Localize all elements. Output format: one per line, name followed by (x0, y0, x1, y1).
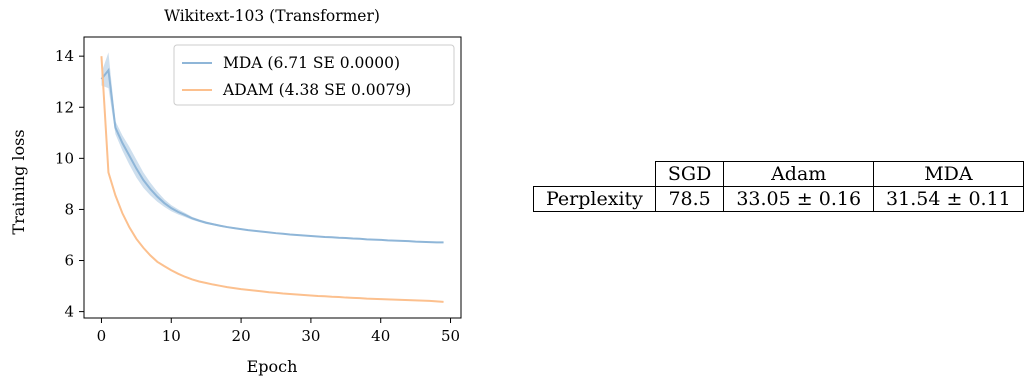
plot-frame (83, 36, 462, 319)
x-tick-label: 50 (441, 327, 460, 345)
training-loss-chart: Wikitext-103 (Transformer) Epoch Trainin… (9, 7, 462, 376)
x-tick-label: 30 (301, 327, 320, 345)
table-row-label: Perplexity (533, 186, 656, 212)
y-tick-label: 8 (64, 200, 74, 218)
x-tick-label: 20 (232, 327, 251, 345)
series-0-line (100, 67, 444, 244)
x-axis-title: Epoch (247, 357, 298, 376)
perplexity-table: SGD Adam MDA Perplexity 78.5 33.05 ± 0.1… (533, 161, 1024, 212)
table-header-mda: MDA (873, 161, 1024, 187)
y-tick-label: 12 (55, 98, 74, 116)
y-axis-title: Training loss (9, 129, 28, 234)
table-header-empty (533, 161, 656, 187)
chart-title: Wikitext-103 (Transformer) (164, 7, 380, 25)
x-tick-label: 10 (162, 327, 181, 345)
y-tick-label: 14 (55, 47, 74, 65)
x-tick-label: 0 (97, 327, 107, 345)
x-tick-label: 40 (371, 327, 390, 345)
legend-label: ADAM (4.38 SE 0.0079) (222, 81, 411, 99)
legend: MDA (6.71 SE 0.0000) ADAM (4.38 SE 0.0079… (173, 44, 455, 106)
table-header-sgd: SGD (654, 161, 725, 187)
y-tick-label: 10 (55, 149, 74, 167)
table-row: Perplexity 78.5 33.05 ± 0.16 31.54 ± 0.1… (533, 186, 1024, 212)
legend-box (173, 44, 455, 106)
plot-area (100, 52, 444, 303)
y-tick-label: 4 (64, 303, 74, 321)
series-1-line (100, 56, 444, 303)
axes: 0 10 20 30 40 50 4 6 8 10 12 14 (55, 36, 462, 345)
table-header-row: SGD Adam MDA (533, 161, 1024, 187)
table-cell-mda: 31.54 ± 0.11 (873, 186, 1024, 212)
table-cell-sgd: 78.5 (654, 186, 725, 212)
y-tick-label: 6 (64, 252, 74, 270)
table-header-adam: Adam (723, 161, 875, 187)
table-cell-adam: 33.05 ± 0.16 (723, 186, 875, 212)
legend-label: MDA (6.71 SE 0.0000) (223, 54, 400, 72)
